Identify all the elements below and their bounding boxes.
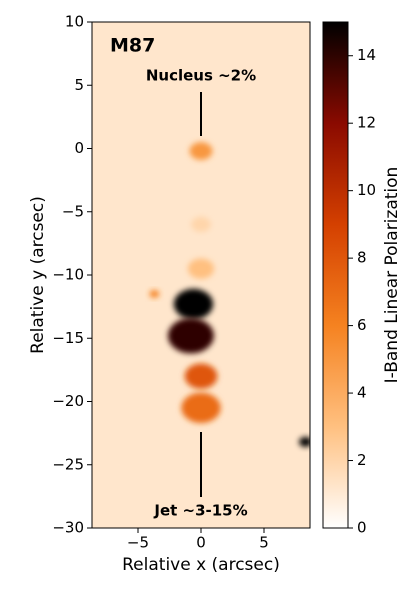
blob	[181, 392, 221, 424]
chart-title: M87	[110, 35, 155, 57]
blob	[189, 142, 213, 160]
y-tick-label: 10	[65, 13, 84, 31]
colorbar-tick-label: 0	[357, 519, 367, 537]
y-tick-label: −10	[52, 266, 84, 284]
annotation: Jet ~3-15%	[153, 502, 247, 520]
y-axis-label: Relative y (arcsec)	[28, 196, 48, 354]
y-tick-label: −20	[52, 392, 84, 410]
blob	[187, 258, 215, 279]
y-tick-label: −15	[52, 329, 84, 347]
y-tick-label: −5	[62, 202, 84, 220]
blob	[149, 290, 160, 298]
colorbar	[322, 21, 349, 529]
y-tick-label: −30	[52, 519, 84, 537]
blob	[184, 363, 218, 389]
x-tick-label: −5	[127, 534, 149, 552]
blob	[191, 216, 211, 232]
annotation: Nucleus ~2%	[146, 67, 256, 85]
blob	[167, 318, 214, 354]
blob	[173, 288, 214, 320]
colorbar-tick-label: 14	[357, 46, 376, 64]
colorbar-tick-label: 4	[357, 384, 367, 402]
colorbar-tick-label: 6	[357, 316, 367, 334]
x-axis-label: Relative x (arcsec)	[122, 555, 280, 575]
colorbar-tick-label: 10	[357, 181, 376, 199]
y-tick-label: 0	[74, 139, 84, 157]
x-tick-label: 0	[196, 534, 206, 552]
colorbar-tick-label: 8	[357, 249, 367, 267]
y-tick-label: 5	[74, 76, 84, 94]
blob	[299, 436, 310, 448]
colorbar-label: I-Band Linear Polarization	[382, 167, 402, 384]
colorbar-tick-label: 12	[357, 114, 376, 132]
colorbar-tick-label: 2	[357, 451, 367, 469]
y-tick-label: −25	[52, 455, 84, 473]
x-tick-label: 5	[259, 534, 269, 552]
